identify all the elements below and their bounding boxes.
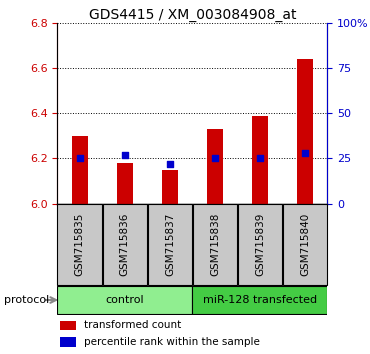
Text: GSM715835: GSM715835 [75, 212, 85, 276]
Text: percentile rank within the sample: percentile rank within the sample [84, 337, 260, 347]
Point [122, 152, 128, 158]
Bar [117, 163, 133, 204]
Text: transformed count: transformed count [84, 320, 182, 331]
Bar [60, 337, 76, 347]
FancyBboxPatch shape [57, 286, 192, 314]
Point [77, 156, 83, 161]
Bar [162, 170, 178, 204]
Point [167, 161, 173, 167]
FancyBboxPatch shape [102, 204, 147, 285]
Text: protocol: protocol [4, 295, 49, 305]
Bar [72, 136, 88, 204]
FancyBboxPatch shape [192, 286, 327, 314]
FancyBboxPatch shape [283, 204, 327, 285]
Text: GSM715837: GSM715837 [165, 212, 175, 276]
Point [212, 156, 218, 161]
Bar [297, 59, 313, 204]
FancyBboxPatch shape [192, 204, 237, 285]
Bar [60, 321, 76, 330]
Text: miR-128 transfected: miR-128 transfected [203, 295, 317, 305]
Title: GDS4415 / XM_003084908_at: GDS4415 / XM_003084908_at [89, 8, 296, 22]
FancyBboxPatch shape [57, 204, 102, 285]
Bar [207, 129, 223, 204]
Text: GSM715836: GSM715836 [120, 212, 130, 276]
Text: GSM715840: GSM715840 [300, 213, 310, 276]
Bar [252, 115, 268, 204]
Text: GSM715839: GSM715839 [255, 212, 265, 276]
Point [302, 150, 308, 156]
Text: GSM715838: GSM715838 [210, 212, 220, 276]
FancyBboxPatch shape [238, 204, 282, 285]
Point [257, 156, 263, 161]
Text: control: control [105, 295, 144, 305]
FancyBboxPatch shape [148, 204, 192, 285]
